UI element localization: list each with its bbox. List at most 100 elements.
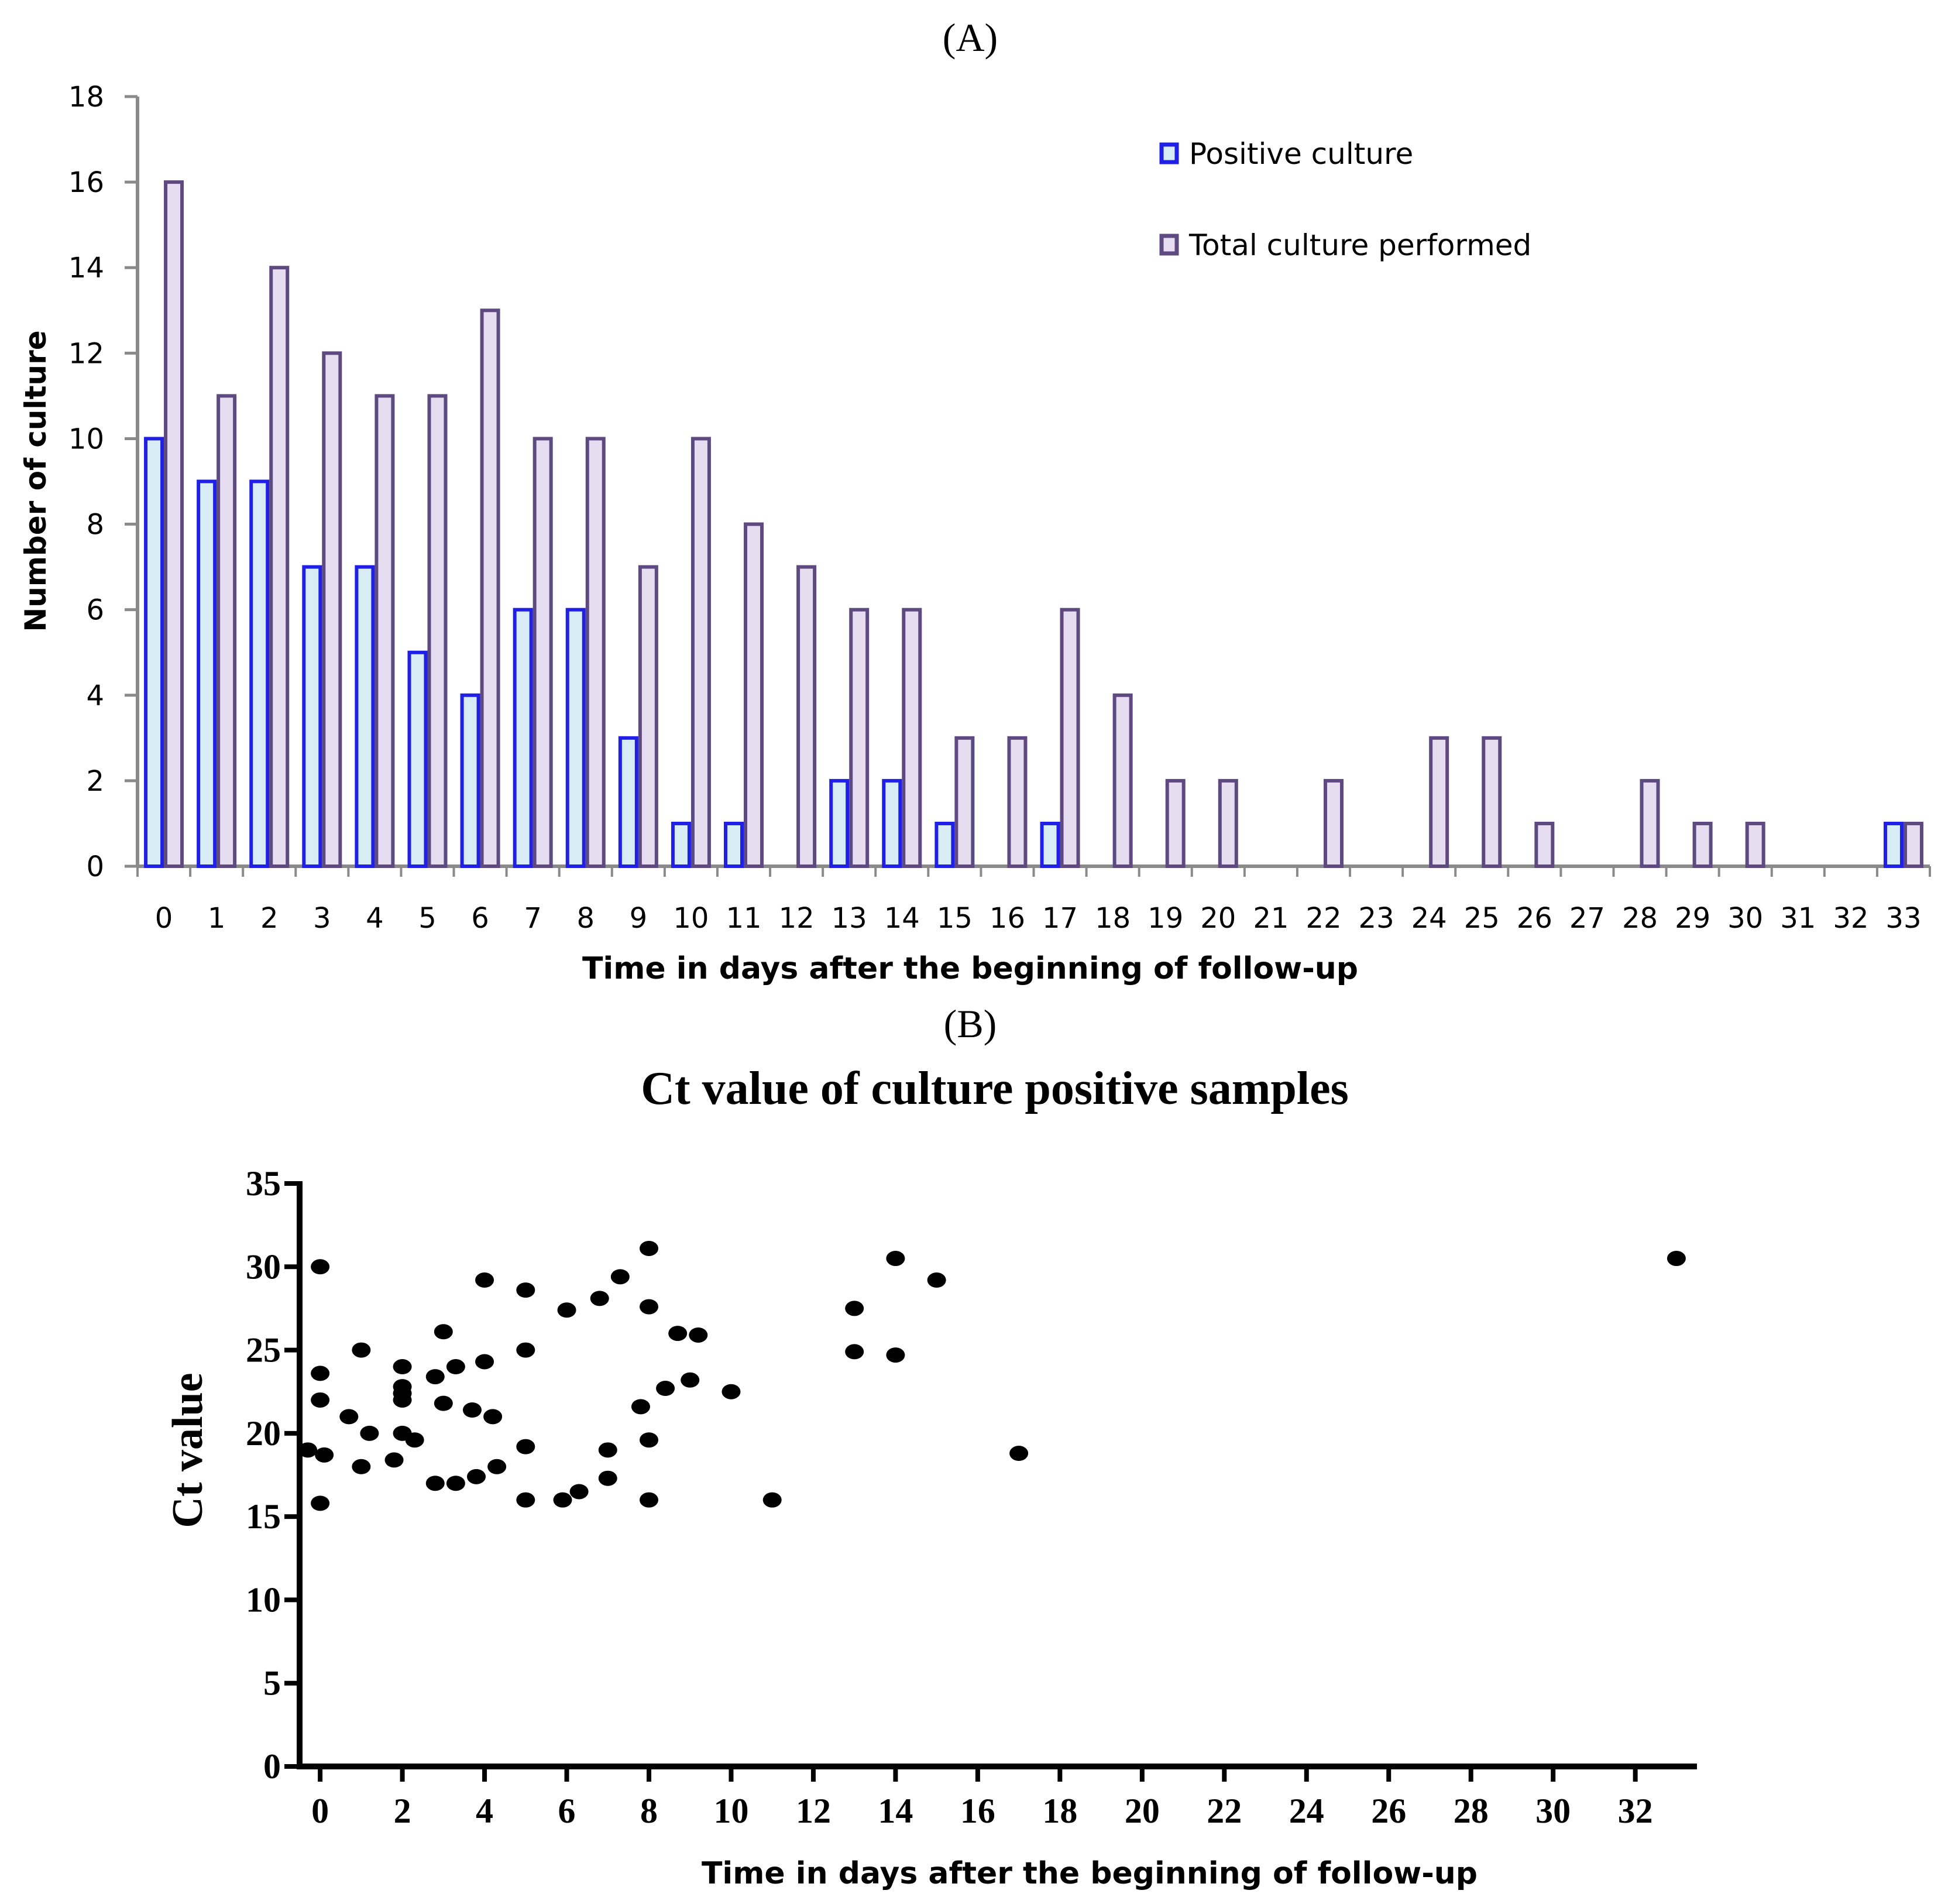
panel-b-x-tick-label: 22 <box>1207 1792 1242 1830</box>
panel-b-y-tick-label: 30 <box>246 1247 281 1286</box>
scatter-point <box>656 1381 675 1397</box>
panel-a-x-tick-label: 7 <box>524 902 542 935</box>
bar-positive-culture <box>565 608 586 868</box>
bar-positive-culture <box>829 778 850 869</box>
panel-a-y-tick-label: 18 <box>68 81 104 114</box>
panel-b-x-tick-label: 0 <box>311 1792 329 1830</box>
scatter-point <box>311 1392 330 1408</box>
panel-a-x-axis-label: Time in days after the beginning of foll… <box>582 951 1358 986</box>
panel-a-x-tick-label: 12 <box>779 902 815 935</box>
scatter-point <box>360 1425 379 1441</box>
legend-swatch-positive <box>1159 142 1179 164</box>
scatter-point <box>845 1301 864 1316</box>
panel-b-x-tick-label: 12 <box>796 1792 831 1830</box>
panel-b-y-tick-label: 20 <box>246 1414 281 1453</box>
scatter-point <box>516 1282 535 1298</box>
bar-positive-culture <box>1883 821 1904 869</box>
scatter-point <box>689 1327 708 1343</box>
scatter-point <box>598 1470 617 1486</box>
scatter-point <box>446 1359 465 1375</box>
panel-a-x-tick-label: 3 <box>313 902 331 935</box>
bar-total-culture <box>269 266 290 868</box>
scatter-point <box>462 1402 482 1418</box>
scatter-point <box>598 1442 617 1458</box>
panel-a-y-tick-label: 14 <box>68 252 104 284</box>
panel-b-x-tick-label: 16 <box>960 1792 995 1830</box>
bar-total-culture <box>480 308 500 868</box>
scatter-point <box>311 1259 330 1275</box>
panel-b-x-tick-label: 28 <box>1454 1792 1489 1830</box>
panel-b-y-tick-label: 15 <box>246 1497 281 1536</box>
scatter-point <box>762 1492 782 1508</box>
legend-label-total: Total culture performed <box>1188 228 1531 262</box>
panel-a-label: (A) <box>943 15 998 60</box>
panel-b-x-axis-label: Time in days after the beginning of foll… <box>702 1856 1478 1891</box>
scatter-point <box>425 1369 445 1385</box>
scatter-point <box>393 1392 412 1408</box>
panel-a-x-tick-label: 27 <box>1569 902 1605 935</box>
panel-b-x-tick-label: 18 <box>1042 1792 1077 1830</box>
panel-a-x-tick-label: 2 <box>260 902 279 935</box>
bar-total-culture <box>744 522 764 868</box>
legend-swatch-total <box>1159 234 1179 256</box>
bar-total-culture <box>1692 821 1713 869</box>
bar-positive-culture <box>355 565 375 868</box>
panel-b-title: Ct value of culture positive samples <box>641 1063 1349 1114</box>
panel-a-x-tick-label: 29 <box>1675 902 1710 935</box>
panel-a-x-tick-label: 23 <box>1359 902 1394 935</box>
bar-total-culture <box>217 394 237 868</box>
bar-positive-culture <box>935 821 955 869</box>
scatter-point <box>569 1484 589 1500</box>
panel-a-x-tick-label: 18 <box>1095 902 1131 935</box>
panel-a-x-tick-label: 30 <box>1727 902 1763 935</box>
panel-b-points <box>298 1240 1686 1511</box>
bar-positive-culture <box>1040 821 1060 869</box>
bar-total-culture <box>1745 821 1765 869</box>
panel-a-y-tick-label: 2 <box>86 765 104 798</box>
bar-total-culture <box>1429 736 1449 869</box>
scatter-point <box>434 1395 453 1411</box>
bar-total-culture <box>1482 736 1502 869</box>
panel-a-y-tick-label: 6 <box>86 594 104 627</box>
panel-b-x-tick-label: 26 <box>1371 1792 1406 1830</box>
scatter-point <box>311 1495 330 1511</box>
panel-b-y-tick-label: 0 <box>263 1747 281 1786</box>
scatter-point <box>1009 1446 1029 1462</box>
bar-positive-culture <box>249 479 270 868</box>
bar-total-culture <box>1323 778 1344 869</box>
panel-a-x-tick-label: 4 <box>366 902 384 935</box>
panel-b-y-tick-label: 25 <box>246 1331 281 1370</box>
scatter-point <box>845 1344 864 1360</box>
bar-positive-culture <box>724 821 744 869</box>
panel-b-y-tick-label: 35 <box>246 1164 281 1203</box>
scatter-point <box>681 1372 700 1388</box>
panel-a-x-tick-label: 19 <box>1148 902 1183 935</box>
panel-b-x-tick-label: 8 <box>640 1792 658 1830</box>
scatter-point <box>393 1359 412 1375</box>
scatter-point <box>886 1347 905 1363</box>
bar-total-culture <box>638 565 658 868</box>
bar-total-culture <box>532 437 553 868</box>
scatter-point <box>425 1476 445 1491</box>
scatter-point <box>722 1384 741 1399</box>
scatter-point <box>311 1366 330 1381</box>
bar-total-culture <box>1218 778 1238 869</box>
panel-b-y-tick-label: 5 <box>263 1664 281 1703</box>
panel-a-x-tick-label: 22 <box>1305 902 1341 935</box>
panel-b-y-tick-label: 10 <box>246 1580 281 1619</box>
panel-b-y-axis-label: Ct value <box>164 1373 212 1528</box>
panel-b-label: (B) <box>944 1001 997 1046</box>
panel-a-x-tick-label: 5 <box>418 902 437 935</box>
scatter-point <box>467 1469 486 1484</box>
bar-positive-culture <box>407 650 428 868</box>
bar-total-culture <box>427 394 448 868</box>
bar-total-culture <box>1534 821 1555 869</box>
panel-b-x-tick-label: 30 <box>1535 1792 1571 1830</box>
bar-total-culture <box>902 608 922 868</box>
panel-a-x-tick-label: 10 <box>673 902 709 935</box>
panel-b-x-tick-label: 10 <box>713 1792 748 1830</box>
bar-positive-culture <box>671 821 691 869</box>
scatter-point <box>315 1447 334 1463</box>
